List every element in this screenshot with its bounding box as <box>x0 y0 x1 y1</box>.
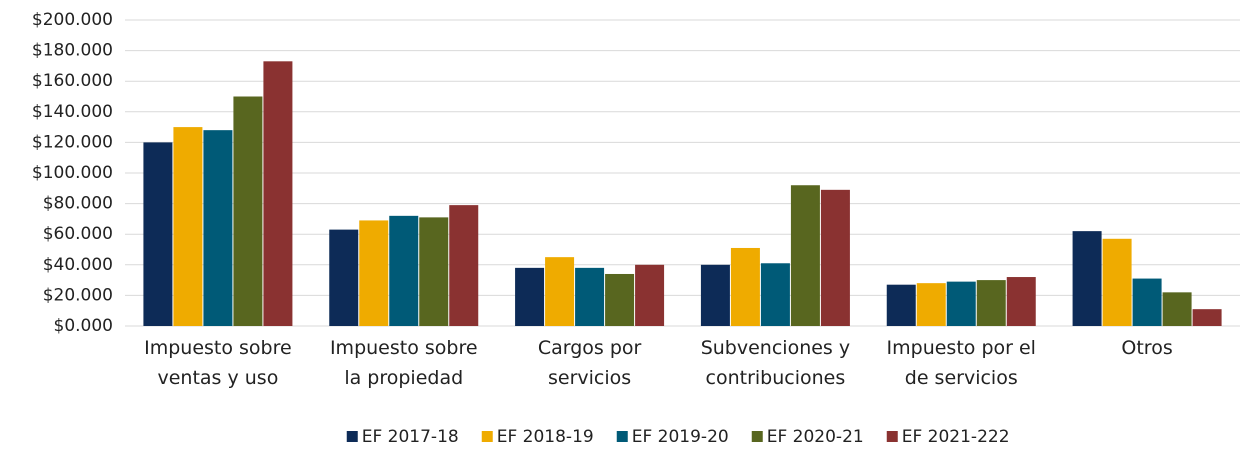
bar <box>515 267 545 326</box>
y-tick-label: $20.000 <box>43 285 113 305</box>
bar <box>143 142 173 326</box>
bar <box>700 264 730 326</box>
y-tick-label: $200.000 <box>32 10 113 30</box>
bar <box>263 61 293 327</box>
y-tick-label: $160.000 <box>32 71 113 91</box>
bar <box>916 283 946 326</box>
x-tick-label: Otros <box>1121 337 1173 359</box>
y-tick-label: $120.000 <box>32 132 113 152</box>
bar <box>449 205 479 326</box>
bar <box>329 229 359 326</box>
bar <box>1006 277 1036 326</box>
bar <box>1192 309 1222 326</box>
y-tick-label: $60.000 <box>43 224 113 244</box>
bar <box>173 127 203 326</box>
legend-label: EF 2020-21 <box>767 427 864 447</box>
legend-label: EF 2018-19 <box>497 427 594 447</box>
bar <box>976 280 1006 326</box>
bar <box>1102 238 1132 326</box>
legend-swatch <box>481 431 493 442</box>
bar <box>359 220 389 326</box>
legend-label: EF 2019-20 <box>632 427 729 447</box>
bar <box>575 267 605 326</box>
x-tick-label: Impuesto sobre ventas y uso <box>144 337 292 389</box>
bar <box>946 281 976 326</box>
bar <box>419 217 449 326</box>
x-tick-label: Subvenciones y contribuciones <box>700 337 851 389</box>
bar <box>389 215 419 326</box>
bar <box>545 257 575 326</box>
bar <box>635 264 665 326</box>
bar <box>886 284 916 326</box>
legend-swatch <box>751 431 763 442</box>
legend-label: EF 2017-18 <box>362 427 459 447</box>
bar <box>1162 292 1192 326</box>
legend-swatch <box>346 431 358 442</box>
legend-label: EF 2021-222 <box>902 427 1010 447</box>
bar <box>203 130 233 326</box>
bar <box>730 247 760 326</box>
y-tick-label: $180.000 <box>32 41 113 61</box>
bar <box>233 96 263 326</box>
x-tick-label: Impuesto sobre la propiedad <box>329 337 478 389</box>
legend-swatch <box>616 431 628 442</box>
legend-swatch <box>886 431 898 442</box>
y-tick-label: $100.000 <box>32 163 113 183</box>
bar <box>605 273 635 326</box>
x-tick-label: Cargos por servicios <box>537 337 642 389</box>
y-tick-label: $80.000 <box>43 194 113 214</box>
bar <box>1132 278 1162 326</box>
x-tick-label: Impuesto por el de servicios <box>886 337 1036 389</box>
bar <box>1072 231 1102 326</box>
bar <box>820 189 850 326</box>
y-tick-label: $0.000 <box>54 316 113 336</box>
bar <box>790 185 820 326</box>
y-tick-label: $40.000 <box>43 255 113 275</box>
bar <box>760 263 790 326</box>
y-tick-label: $140.000 <box>32 102 113 122</box>
